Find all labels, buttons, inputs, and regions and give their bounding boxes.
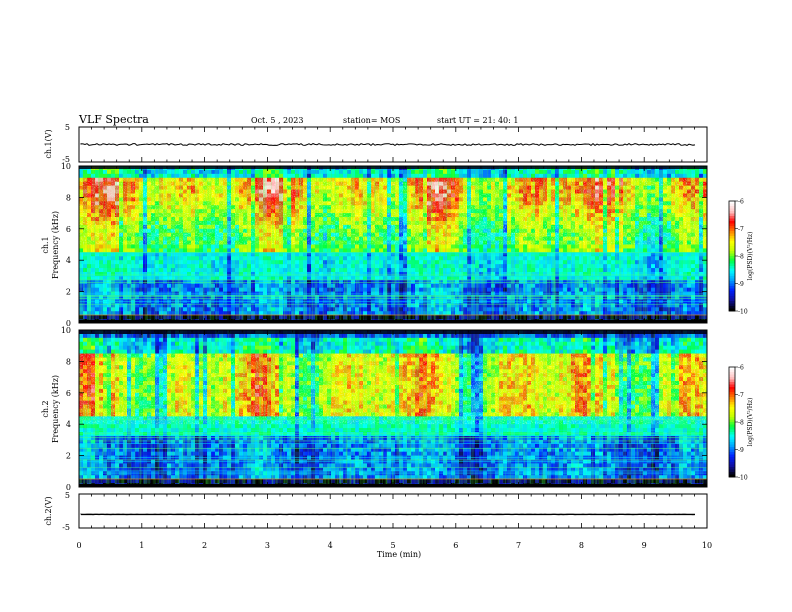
colorbar-tick-label: -7 [738, 226, 744, 233]
ch1-spectrogram-ylabel-frequency: Frequency (kHz) [51, 211, 60, 279]
ch1-voltage-ytick-top: 5 [65, 123, 70, 132]
ch2-colorbar-ticklabels: -6 -7 -8 -9 -10 [735, 365, 748, 482]
colorbar-tick-label: -8 [738, 254, 744, 261]
time-tick-label: 5 [390, 541, 395, 550]
time-tick-label: 10 [702, 541, 712, 550]
time-tick-label: 8 [579, 541, 584, 550]
colorbar-tick-label: -9 [738, 447, 744, 454]
time-tick-label: 3 [265, 541, 270, 550]
time-tick-label: 7 [516, 541, 521, 550]
ch1-frequency-ticklabels: 0 2 4 6 8 10 [61, 162, 71, 328]
frequency-tick-label: 4 [66, 420, 71, 429]
ch1-colorbar-scale [729, 201, 735, 312]
ch2-colorbar: -6 -7 -8 -9 -10 log(PSD)(V²/Hz) [728, 365, 754, 482]
frequency-tick-label: 10 [61, 326, 71, 335]
frequency-tick-label: 8 [66, 193, 71, 202]
time-tick-label: 2 [202, 541, 207, 550]
ch2-voltage-frame [78, 493, 708, 529]
time-tick-label: 9 [642, 541, 647, 550]
frequency-tick-label: 0 [66, 319, 71, 328]
ch1-spectrogram-ticks [78, 165, 708, 324]
ch2-colorbar-label: log(PSD)(V²/Hz) [747, 398, 754, 447]
frequency-tick-label: 4 [66, 256, 71, 265]
frequency-tick-label: 2 [66, 288, 71, 297]
frequency-tick-label: 10 [61, 162, 71, 171]
ch2-voltage-panel: 5 -5 ch.2(V) [44, 491, 708, 532]
colorbar-tick-label: -6 [738, 365, 744, 372]
ch2-voltage-ticks [78, 494, 708, 528]
ch2-spectrogram-ticks [78, 329, 708, 488]
ch2-colorbar-scale [729, 367, 735, 478]
colorbar-tick-label: -9 [738, 281, 744, 288]
start-time-label: start UT = 21: 40: 1 [437, 116, 518, 125]
ch1-spectrogram-ylabel-channel: ch.1 [41, 236, 50, 253]
ch1-voltage-ylabel: ch.1(V) [44, 129, 53, 158]
frequency-tick-label: 6 [66, 389, 71, 398]
ch1-voltage-panel: 5 -5 ch.1(V) [44, 123, 708, 164]
colorbar-tick-label: -10 [738, 475, 748, 482]
time-axis-label: Time (min) [377, 550, 421, 559]
ch1-colorbar-label: log(PSD)(V²/Hz) [747, 232, 754, 281]
frequency-tick-label: 6 [66, 225, 71, 234]
frequency-tick-label: 0 [66, 483, 71, 492]
time-tick-label: 1 [139, 541, 144, 550]
ch2-frequency-ticklabels: 0 2 4 6 8 10 [61, 326, 71, 492]
colorbar-tick-label: -7 [738, 392, 744, 399]
frequency-tick-label: 8 [66, 357, 71, 366]
ch1-voltage-ytick-bottom: -5 [62, 155, 70, 164]
ch1-colorbar-ticklabels: -6 -7 -8 -9 -10 [735, 199, 748, 316]
ch2-voltage-ylabel: ch.2(V) [44, 496, 53, 525]
ch2-spectrogram-ylabel-frequency: Frequency (kHz) [51, 375, 60, 443]
ch2-voltage-ytick-top: 5 [65, 491, 70, 500]
figure-title: VLF Spectra [78, 113, 149, 126]
ch2-spectrogram-image [79, 330, 708, 488]
colorbar-tick-label: -8 [738, 420, 744, 427]
time-axis-ticklabels: 0 1 2 3 4 5 6 7 8 9 10 [76, 541, 712, 550]
colorbar-tick-label: -10 [738, 309, 748, 316]
ch1-spectrogram-image [79, 166, 708, 324]
ch2-spectrogram-panel: 0 2 4 6 8 10 ch.2 Frequency (kHz) [41, 326, 708, 492]
ch1-spectrogram-panel: 0 2 4 6 8 10 ch.1 Frequency (kHz) [41, 162, 708, 328]
ch1-voltage-trace [80, 142, 696, 147]
time-tick-label: 0 [76, 541, 81, 550]
ch2-spectrogram-ylabel-channel: ch.2 [41, 400, 50, 417]
ch1-voltage-ticks [78, 127, 708, 162]
ch1-colorbar: -6 -7 -8 -9 -10 log(PSD)(V²/Hz) [728, 199, 754, 316]
time-tick-label: 4 [328, 541, 333, 550]
time-tick-label: 6 [453, 541, 458, 550]
colorbar-tick-label: -6 [738, 199, 744, 206]
date-label: Oct. 5 , 2023 [251, 116, 303, 125]
ch2-voltage-ytick-bottom: -5 [62, 523, 70, 532]
frequency-tick-label: 2 [66, 452, 71, 461]
station-label: station= MOS [343, 116, 400, 125]
